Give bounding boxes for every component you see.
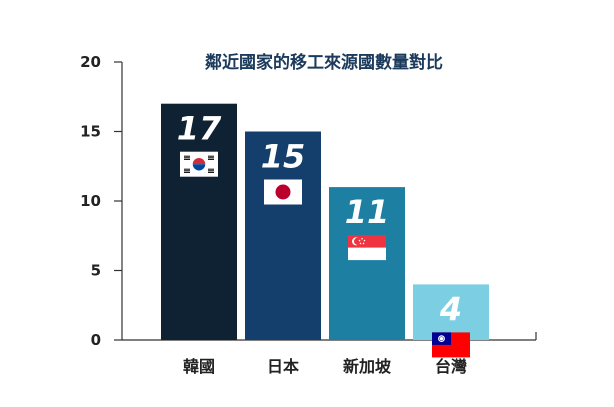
singapore-flag-icon [348, 235, 386, 261]
y-tick-label: 15 [80, 123, 101, 141]
bar-2 [245, 131, 321, 340]
bar-value-label: 17 [177, 110, 222, 148]
category-labels: 韓國 日本 新加坡 台灣 [183, 357, 467, 376]
south-korea-flag-icon [180, 151, 218, 177]
taiwan-flag-icon [432, 332, 470, 358]
bar-4 [413, 284, 489, 340]
category-label: 台灣 [435, 357, 467, 376]
y-tick-label: 0 [91, 331, 101, 349]
chart-title: 鄰近國家的移工來源國數量對比 [205, 52, 443, 73]
category-label: 新加坡 [343, 357, 392, 376]
y-tick-label: 5 [91, 262, 101, 280]
bar-value-label: 11 [345, 193, 390, 231]
bar-value-label: 4 [439, 290, 462, 328]
bar-value-label: 15 [261, 138, 306, 176]
bars: 17 15 11 4 [161, 103, 489, 358]
y-tick-label: 20 [80, 53, 101, 71]
bar-3 [329, 187, 405, 340]
y-tick-label: 10 [80, 192, 101, 210]
category-label: 韓國 [183, 357, 215, 376]
japan-flag-icon [264, 179, 302, 205]
bar-1 [161, 103, 237, 340]
category-label: 日本 [267, 357, 299, 376]
